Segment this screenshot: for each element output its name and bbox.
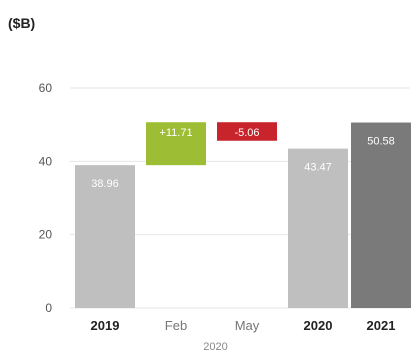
data-label-2021: 50.58 — [367, 136, 395, 148]
bar-2021 — [351, 122, 411, 308]
bar-feb — [146, 122, 206, 166]
data-label-feb: +11.71 — [159, 127, 192, 139]
unit-label: ($B) — [8, 15, 35, 31]
data-label-may: -5.06 — [234, 127, 259, 139]
y-axis-ticks: 0 20 40 60 — [39, 81, 53, 315]
category-label-feb: Feb — [165, 318, 187, 333]
y-tick-label-0: 0 — [45, 301, 52, 315]
bar-2020 — [288, 148, 348, 308]
y-tick-label-40: 40 — [39, 154, 53, 168]
bar-may — [217, 122, 277, 141]
data-labels: 38.96 +11.71 -5.06 43.47 50.58 — [91, 127, 395, 190]
category-label-2019: 2019 — [91, 318, 120, 333]
category-label-2021: 2021 — [367, 318, 396, 333]
x-axis-categories: 2019 Feb May 2020 2021 — [91, 318, 396, 333]
category-label-may: May — [235, 318, 260, 333]
y-tick-label-60: 60 — [39, 81, 53, 95]
bars — [75, 122, 411, 308]
data-label-2020: 43.47 — [304, 162, 332, 174]
y-tick-label-20: 20 — [39, 228, 53, 242]
data-label-2019: 38.96 — [91, 178, 119, 190]
bar-2019 — [75, 165, 135, 308]
category-label-2020: 2020 — [304, 318, 333, 333]
group-label: 2020 — [203, 341, 227, 353]
